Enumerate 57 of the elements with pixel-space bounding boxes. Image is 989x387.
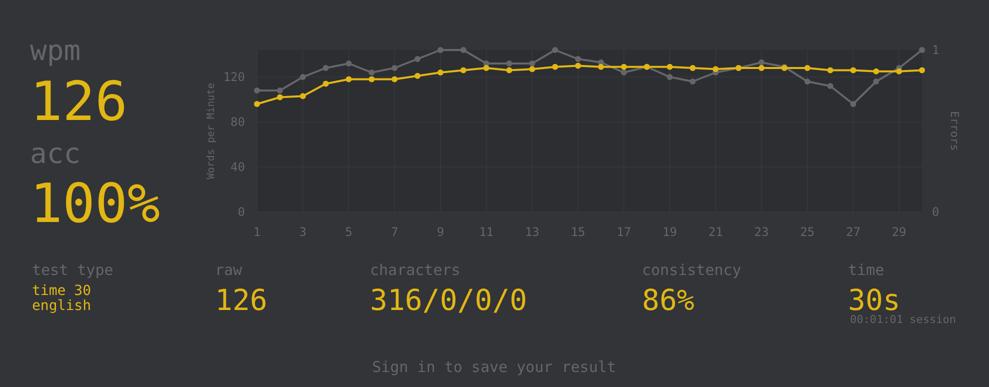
- point: [529, 60, 536, 66]
- point: [506, 60, 512, 66]
- point: [460, 47, 466, 53]
- point: [575, 62, 582, 69]
- point: [620, 70, 627, 76]
- point: [254, 101, 260, 107]
- point: [437, 47, 444, 53]
- point: [827, 83, 834, 89]
- point: [483, 65, 490, 71]
- point: [414, 56, 421, 62]
- point: [666, 64, 673, 70]
- text: 86%: [642, 283, 694, 317]
- point: [346, 60, 352, 66]
- point: [896, 68, 902, 74]
- text: 126: [215, 283, 268, 317]
- point: [827, 67, 834, 74]
- point: [919, 47, 925, 53]
- point: [300, 93, 306, 100]
- point: [529, 66, 536, 72]
- point: [873, 78, 880, 84]
- point: [850, 67, 856, 74]
- point: [392, 65, 398, 71]
- point: [758, 59, 764, 66]
- point: [919, 67, 925, 74]
- text: 316/0/0/0: [370, 283, 528, 317]
- point: [552, 47, 558, 53]
- point: [437, 70, 444, 76]
- point: [850, 101, 856, 107]
- point: [690, 78, 696, 84]
- point: [368, 76, 375, 82]
- point: [322, 80, 329, 87]
- point: [392, 76, 398, 82]
- point: [414, 72, 421, 79]
- text: english: [32, 298, 92, 314]
- point: [804, 78, 810, 84]
- point: [690, 65, 696, 71]
- point: [346, 76, 352, 82]
- text: 100%: [30, 172, 160, 235]
- point: [620, 64, 627, 70]
- point: [322, 65, 329, 71]
- point: [254, 88, 260, 94]
- point: [666, 74, 673, 80]
- text: 126: [30, 70, 128, 133]
- point: [506, 67, 512, 74]
- point: [276, 88, 283, 94]
- point: [712, 66, 719, 72]
- point: [575, 56, 582, 62]
- point: [368, 70, 375, 76]
- point: [460, 67, 466, 74]
- point: [276, 94, 283, 100]
- point: [552, 64, 558, 70]
- text: time 30: [32, 283, 92, 299]
- point: [804, 65, 810, 71]
- point: [300, 74, 306, 80]
- point: [758, 65, 764, 71]
- point: [873, 68, 880, 74]
- point: [598, 64, 604, 70]
